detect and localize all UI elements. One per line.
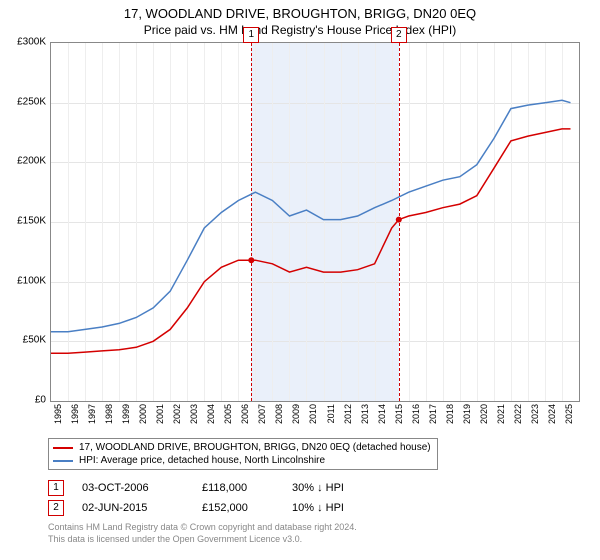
x-tick-label: 2010 <box>308 404 318 424</box>
legend-label: HPI: Average price, detached house, Nort… <box>79 455 325 466</box>
datapoint-delta: 10% ↓ HPI <box>292 502 402 514</box>
x-tick-label: 2014 <box>377 404 387 424</box>
x-tick-label: 2009 <box>291 404 301 424</box>
marker-box-2: 2 <box>391 27 407 43</box>
x-tick-label: 2012 <box>343 404 353 424</box>
x-tick-label: 2005 <box>223 404 233 424</box>
x-tick-label: 2020 <box>479 404 489 424</box>
x-tick-label: 2022 <box>513 404 523 424</box>
datapoints-table: 1 03-OCT-2006£118,00030% ↓ HPI 2 02-JUN-201… <box>48 478 402 518</box>
x-tick-label: 2015 <box>394 404 404 424</box>
x-tick-label: 1995 <box>53 404 63 424</box>
series-hpi <box>51 100 571 331</box>
x-tick-label: 1996 <box>70 404 80 424</box>
x-tick-label: 2025 <box>564 404 574 424</box>
x-tick-label: 2017 <box>428 404 438 424</box>
y-tick-label: £50K <box>0 335 46 346</box>
datapoint-price: £152,000 <box>202 502 292 514</box>
chart-plot-area: 12 <box>50 42 580 402</box>
y-tick-label: £100K <box>0 275 46 286</box>
datapoint-date: 03-OCT-2006 <box>82 482 202 494</box>
y-tick-label: £250K <box>0 96 46 107</box>
x-tick-label: 1997 <box>87 404 97 424</box>
x-tick-label: 2000 <box>138 404 148 424</box>
x-tick-label: 2007 <box>257 404 267 424</box>
footer-line-2: This data is licensed under the Open Gov… <box>48 534 357 546</box>
x-tick-label: 2023 <box>530 404 540 424</box>
datapoint-row-1: 1 03-OCT-2006£118,00030% ↓ HPI <box>48 478 402 498</box>
datapoint-date: 02-JUN-2015 <box>82 502 202 514</box>
footer-attribution: Contains HM Land Registry data © Crown c… <box>48 522 357 545</box>
chart-subtitle: Price paid vs. HM Land Registry's House … <box>0 21 600 37</box>
footer-line-1: Contains HM Land Registry data © Crown c… <box>48 522 357 534</box>
y-tick-label: £300K <box>0 37 46 48</box>
datapoint-row-2: 2 02-JUN-2015£152,00010% ↓ HPI <box>48 498 402 518</box>
series-dot <box>396 217 402 223</box>
x-tick-label: 2016 <box>411 404 421 424</box>
y-tick-label: £0 <box>0 395 46 406</box>
series-dot <box>248 257 254 263</box>
marker-box-1: 1 <box>243 27 259 43</box>
legend-row: HPI: Average price, detached house, Nort… <box>53 454 433 467</box>
legend-swatch <box>53 460 73 462</box>
legend-row: 17, WOODLAND DRIVE, BROUGHTON, BRIGG, DN… <box>53 441 433 454</box>
chart-lines <box>51 43 579 401</box>
y-tick-label: £200K <box>0 156 46 167</box>
x-tick-label: 2002 <box>172 404 182 424</box>
x-tick-label: 2003 <box>189 404 199 424</box>
x-tick-label: 1999 <box>121 404 131 424</box>
legend: 17, WOODLAND DRIVE, BROUGHTON, BRIGG, DN… <box>48 438 438 470</box>
x-tick-label: 2019 <box>462 404 472 424</box>
x-tick-label: 2024 <box>547 404 557 424</box>
x-tick-label: 1998 <box>104 404 114 424</box>
datapoint-delta: 30% ↓ HPI <box>292 482 402 494</box>
datapoint-marker: 1 <box>48 480 64 496</box>
x-tick-label: 2021 <box>496 404 506 424</box>
datapoint-marker: 2 <box>48 500 64 516</box>
x-tick-label: 2004 <box>206 404 216 424</box>
datapoint-price: £118,000 <box>202 482 292 494</box>
x-tick-label: 2006 <box>240 404 250 424</box>
legend-label: 17, WOODLAND DRIVE, BROUGHTON, BRIGG, DN… <box>79 442 431 453</box>
x-tick-label: 2018 <box>445 404 455 424</box>
legend-swatch <box>53 447 73 449</box>
x-tick-label: 2011 <box>326 404 336 423</box>
x-tick-label: 2013 <box>360 404 370 424</box>
chart-title: 17, WOODLAND DRIVE, BROUGHTON, BRIGG, DN… <box>0 0 600 21</box>
x-tick-label: 2001 <box>155 404 165 424</box>
y-tick-label: £150K <box>0 216 46 227</box>
x-tick-label: 2008 <box>274 404 284 424</box>
